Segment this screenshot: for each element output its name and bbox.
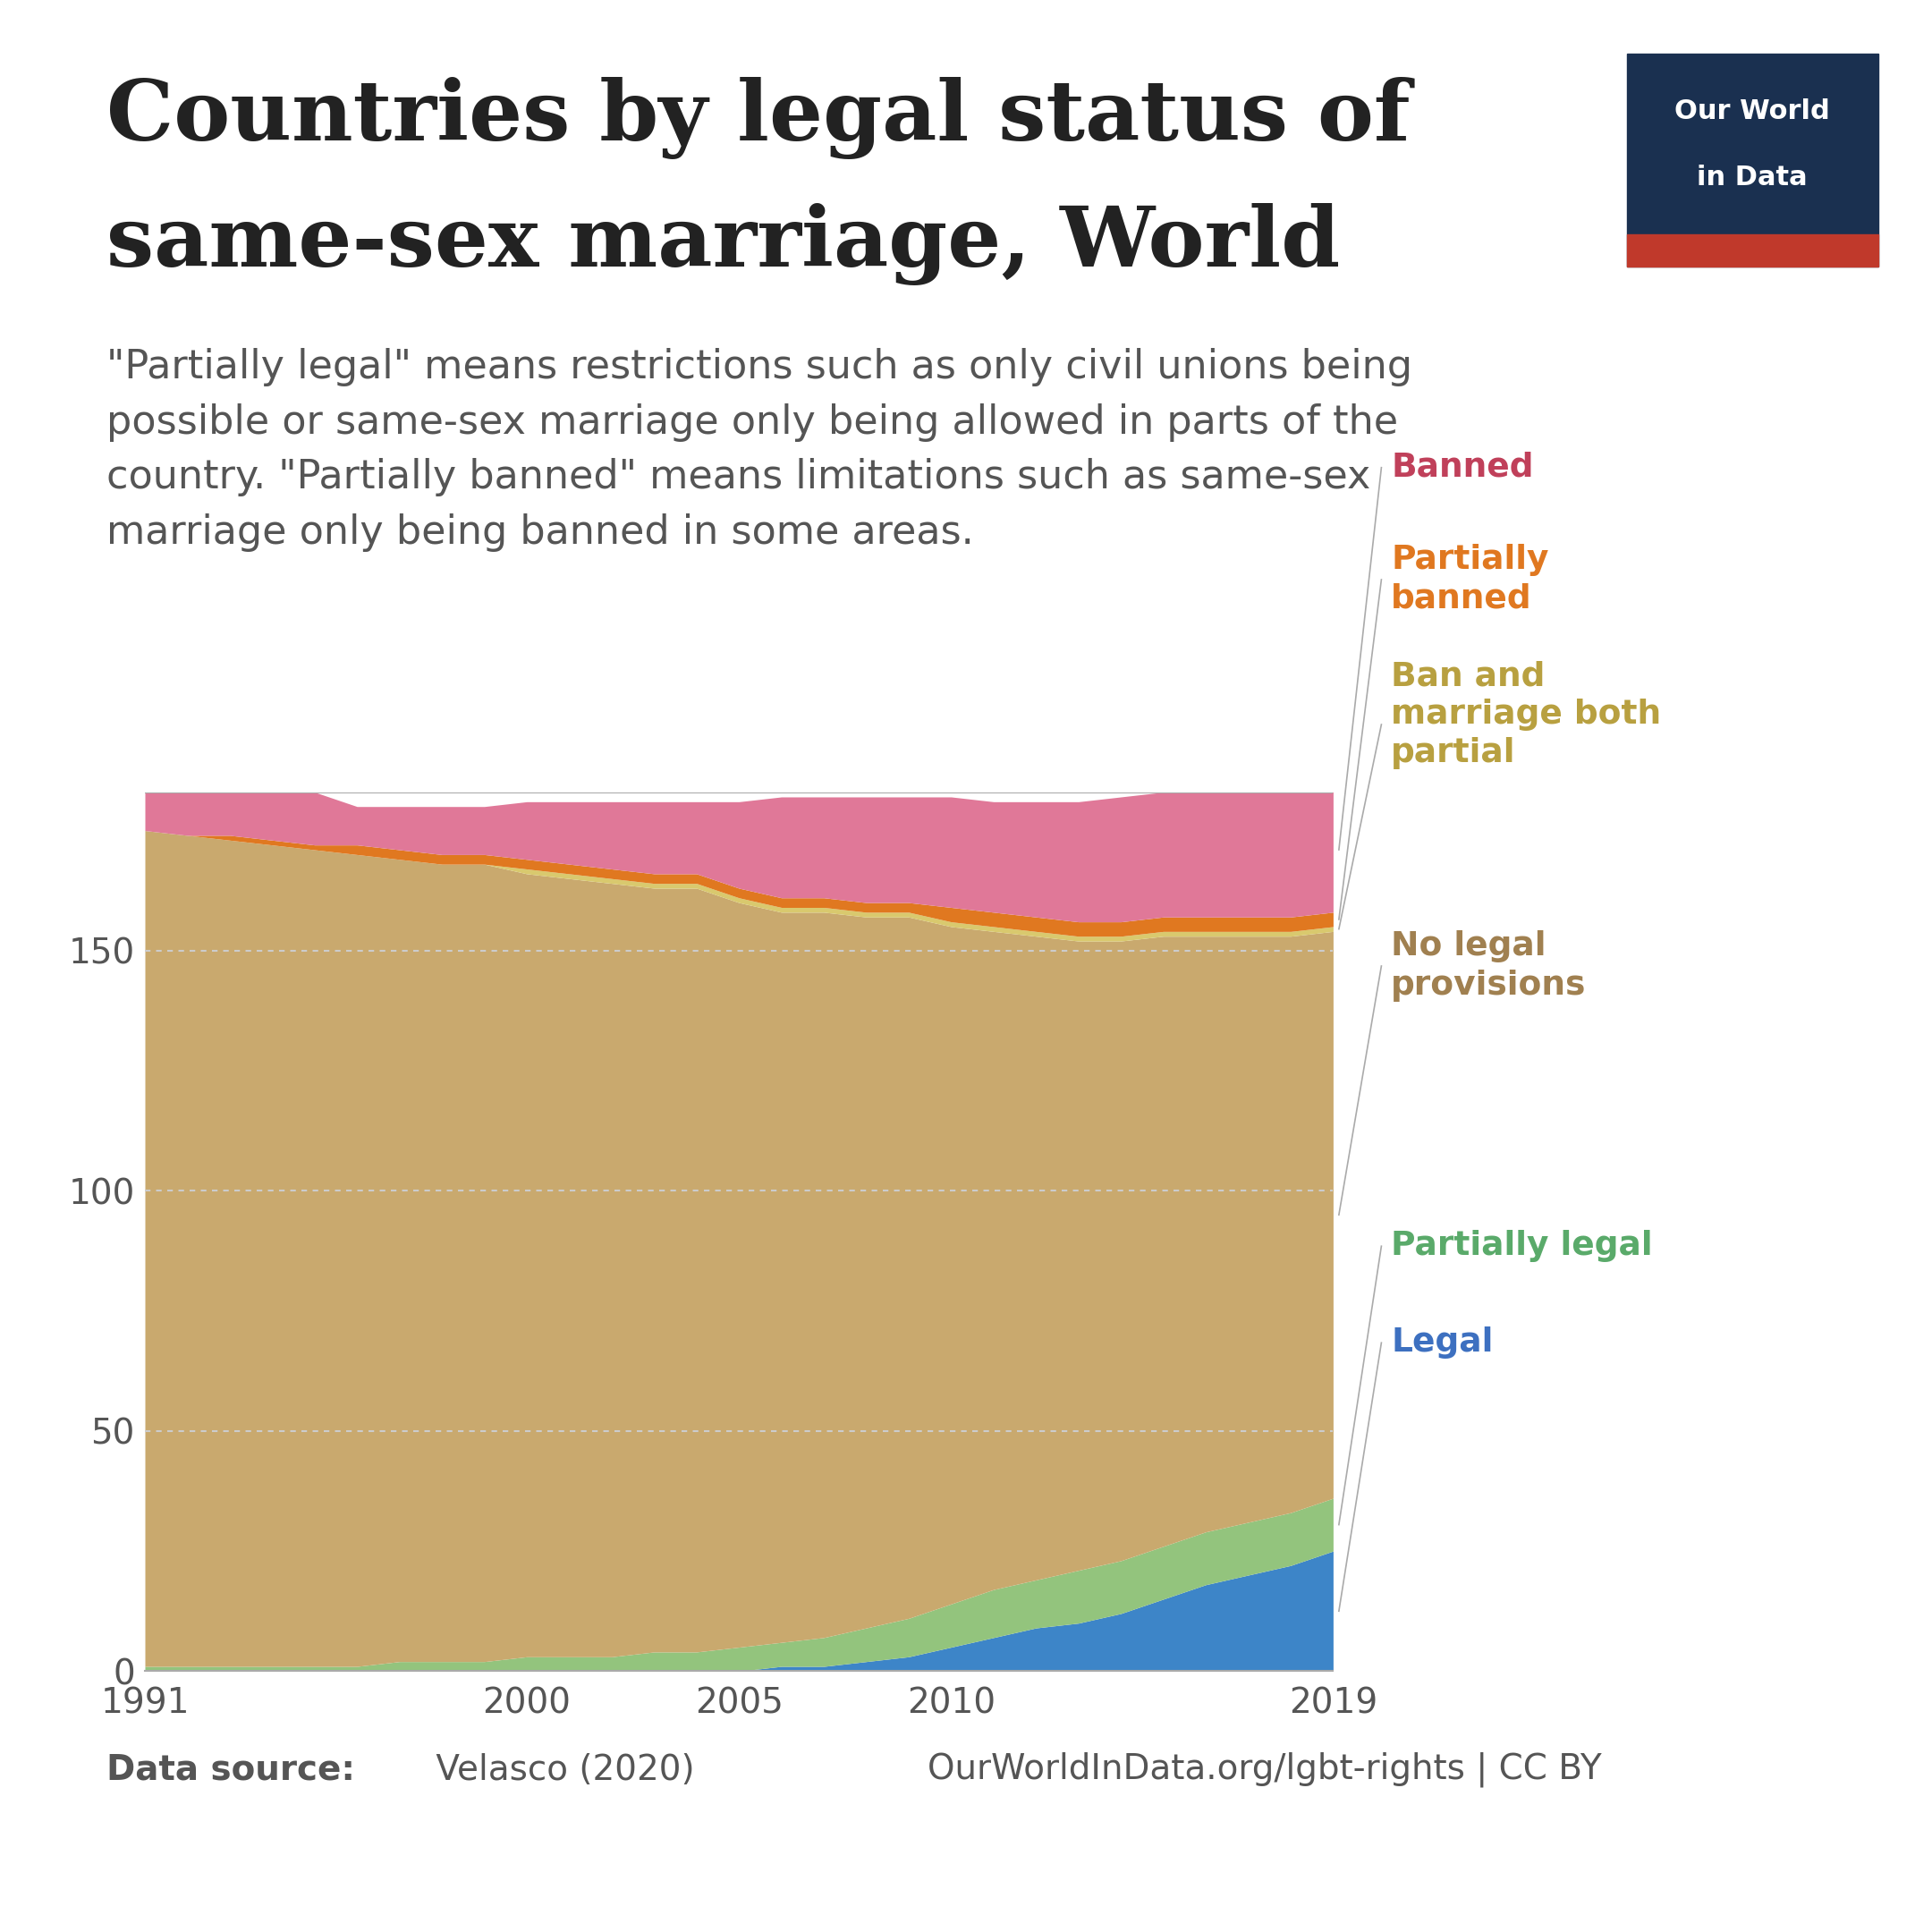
Text: in Data: in Data [1696,164,1808,191]
Text: Partially legal: Partially legal [1391,1231,1652,1262]
Text: Countries by legal status of: Countries by legal status of [106,77,1410,160]
Text: No legal
provisions: No legal provisions [1391,931,1586,1001]
Text: Velasco (2020): Velasco (2020) [425,1752,696,1787]
Text: Banned: Banned [1391,452,1534,483]
Text: Data source:: Data source: [106,1752,355,1787]
Bar [1627,234,1878,267]
Text: Legal: Legal [1391,1327,1493,1358]
Text: Our World: Our World [1675,99,1830,124]
Text: Partially
banned: Partially banned [1391,545,1549,614]
Text: same-sex marriage, World: same-sex marriage, World [106,203,1341,286]
Text: "Partially legal" means restrictions such as only civil unions being
possible or: "Partially legal" means restrictions suc… [106,348,1412,553]
Text: Ban and
marriage both
partial: Ban and marriage both partial [1391,661,1662,769]
Text: OurWorldInData.org/lgbt-rights | CC BY: OurWorldInData.org/lgbt-rights | CC BY [927,1752,1602,1787]
